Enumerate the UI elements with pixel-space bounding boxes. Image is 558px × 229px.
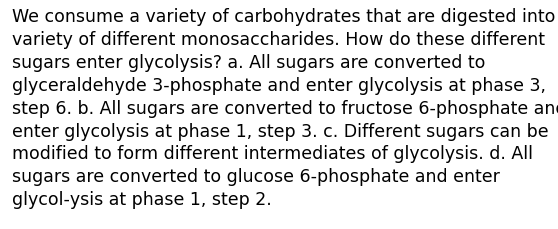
Text: We consume a variety of carbohydrates that are digested into a
variety of differ: We consume a variety of carbohydrates th… bbox=[12, 8, 558, 208]
